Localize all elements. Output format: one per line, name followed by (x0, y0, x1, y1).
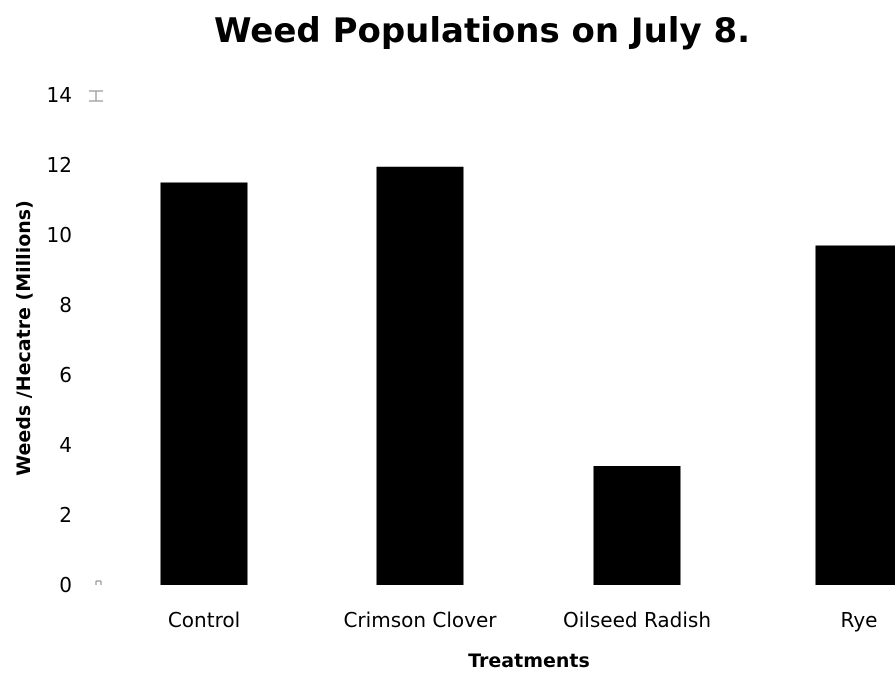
error-bar-bottom (95, 580, 102, 585)
error-bar-top (89, 90, 103, 102)
y-tick-label: 2 (59, 503, 72, 527)
bar (815, 245, 895, 585)
chart-title: Weed Populations on July 8. (214, 11, 750, 51)
y-tick-label: 12 (47, 153, 72, 177)
y-tick-label: 4 (59, 433, 72, 457)
y-tick-label: 10 (47, 223, 72, 247)
bar-series (160, 166, 895, 585)
y-tick-label: 0 (59, 573, 72, 597)
x-axis-categories: Control Crimson Clover Oilseed Radish Rye (168, 608, 878, 632)
bar (160, 182, 248, 585)
x-category-label: Crimson Clover (343, 608, 497, 632)
bar (376, 166, 464, 585)
x-category-label: Rye (841, 608, 878, 632)
y-axis-title: Weeds /Hecatre (Millions) (13, 200, 35, 476)
y-tick-label: 8 (59, 293, 72, 317)
y-tick-label: 14 (47, 83, 72, 107)
bar (593, 466, 681, 585)
x-category-label: Oilseed Radish (563, 608, 711, 632)
y-axis-ticks: 0 2 4 6 8 10 12 14 (47, 83, 72, 597)
x-category-label: Control (168, 608, 240, 632)
error-bar-marks (89, 90, 103, 585)
y-tick-label: 6 (59, 363, 72, 387)
x-axis-title: Treatments (468, 650, 590, 672)
